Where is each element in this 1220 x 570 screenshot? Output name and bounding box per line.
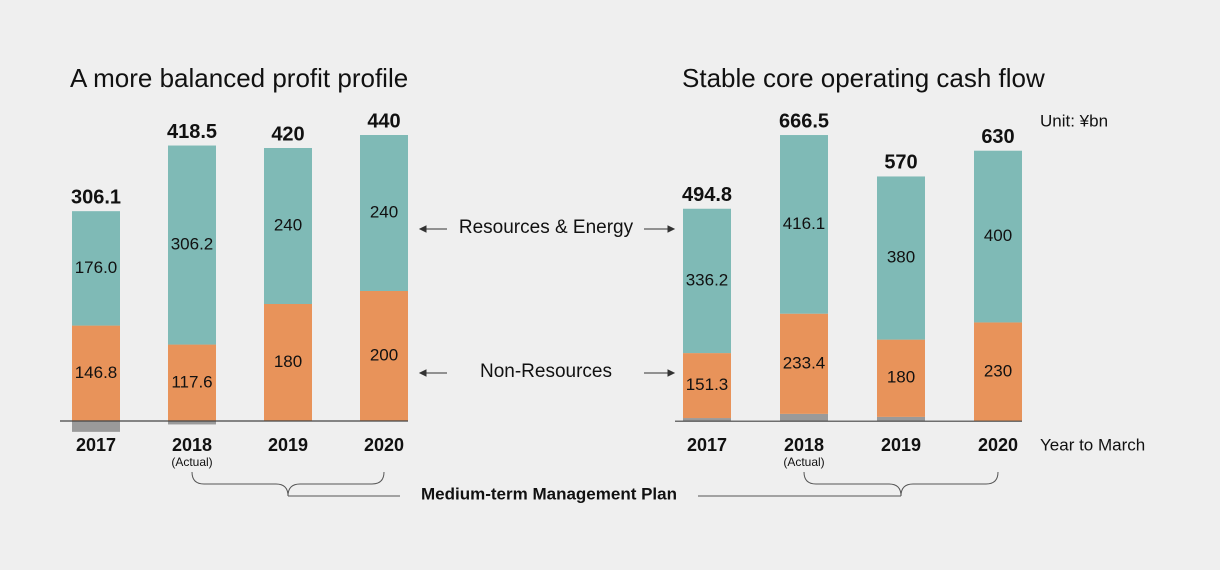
x-tick-label: 2019 xyxy=(268,435,308,455)
bar-segment xyxy=(264,148,312,304)
chart-title: Stable core operating cash flow xyxy=(682,63,1045,93)
data-label: 416.1 xyxy=(783,214,826,233)
brace xyxy=(803,471,999,497)
data-label: 336.2 xyxy=(686,270,729,289)
bar-segment xyxy=(780,313,828,414)
x-tick-label: 2018 xyxy=(784,435,824,455)
x-tick-label: 2020 xyxy=(978,435,1018,455)
total-label: 494.8 xyxy=(682,184,732,206)
bar-segment xyxy=(264,304,312,421)
bar-segment xyxy=(168,421,216,425)
unit-label: Unit: ¥bn xyxy=(1040,111,1108,130)
bar-segment xyxy=(168,145,216,345)
brace xyxy=(191,471,385,497)
legend-label: Resources & Energy xyxy=(459,217,634,238)
x-tick-label: 2017 xyxy=(76,435,116,455)
data-label: 230 xyxy=(984,361,1012,380)
x-tick-note: (Actual) xyxy=(171,455,212,469)
data-label: 240 xyxy=(274,215,302,234)
plan-brace xyxy=(191,471,999,497)
data-label: 146.8 xyxy=(75,363,118,382)
x-tick-label: 2018 xyxy=(172,435,212,455)
total-label: 420 xyxy=(271,123,304,145)
data-label: 180 xyxy=(274,352,302,371)
bar-segment xyxy=(72,325,120,421)
bar-segment xyxy=(72,211,120,326)
total-label: 666.5 xyxy=(779,110,829,132)
arrow-head xyxy=(667,225,676,233)
total-label: 440 xyxy=(367,110,400,132)
bar-segment xyxy=(683,418,731,422)
bar-segment xyxy=(683,208,731,354)
plan-label: Medium-term Management Plan xyxy=(421,484,677,503)
data-label: 200 xyxy=(370,345,398,364)
arrow-head xyxy=(667,369,676,377)
legend-label: Non-Resources xyxy=(480,361,612,382)
x-tick-label: 2017 xyxy=(687,435,727,455)
bar-segment xyxy=(877,176,925,340)
data-label: 180 xyxy=(887,368,915,387)
bar-segment xyxy=(780,413,828,422)
total-label: 630 xyxy=(981,126,1014,148)
arrow-head xyxy=(418,369,427,377)
bar-segment xyxy=(683,353,731,419)
x-tick-label: 2019 xyxy=(881,435,921,455)
bar-segment xyxy=(360,291,408,421)
data-label: 176.0 xyxy=(75,258,118,277)
x-tick-note: (Actual) xyxy=(783,455,824,469)
data-label: 233.4 xyxy=(783,353,826,372)
bar-segment xyxy=(974,150,1022,323)
legend xyxy=(418,225,676,377)
bar-segment xyxy=(168,344,216,421)
total-label: 570 xyxy=(884,152,917,174)
bar-segment xyxy=(974,322,1022,422)
bar-segment xyxy=(360,135,408,291)
arrow-head xyxy=(418,225,427,233)
data-label: 117.6 xyxy=(171,372,212,391)
data-label: 400 xyxy=(984,226,1012,245)
data-label: 380 xyxy=(887,248,915,267)
total-label: 306.1 xyxy=(71,186,121,208)
chart-title: A more balanced profit profile xyxy=(70,63,408,93)
data-label: 240 xyxy=(370,202,398,221)
x-axis-label: Year to March xyxy=(1040,435,1145,454)
bar-segment xyxy=(72,421,120,432)
total-label: 418.5 xyxy=(167,121,217,143)
data-label: 306.2 xyxy=(171,235,214,254)
bar-segment xyxy=(877,416,925,422)
data-label: 151.3 xyxy=(686,375,729,394)
bar-segment xyxy=(877,339,925,417)
x-tick-label: 2020 xyxy=(364,435,404,455)
bar-segment xyxy=(780,135,828,314)
